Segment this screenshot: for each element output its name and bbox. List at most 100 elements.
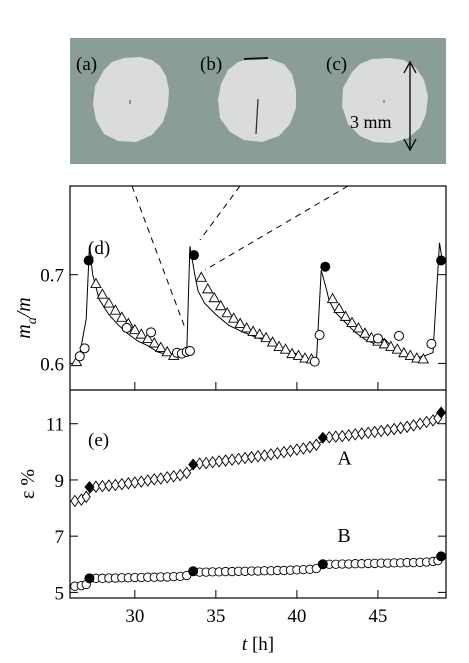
series-label: A	[337, 447, 352, 469]
filled-diamond-point	[317, 431, 328, 444]
diamond-point	[298, 442, 308, 455]
triangle-point	[227, 312, 240, 323]
ylabel-e: ε %	[17, 469, 39, 499]
open-circle-point	[394, 330, 404, 341]
open-circle-point	[314, 330, 325, 341]
triangle-point	[148, 337, 161, 348]
triangle-point	[154, 341, 167, 352]
triangle-point	[201, 282, 214, 294]
xtick-label: 45	[368, 606, 387, 627]
filled-circle-point-B	[188, 566, 199, 577]
triangle-point	[346, 316, 358, 328]
triangle-point	[253, 328, 266, 339]
diamond-point	[182, 466, 192, 480]
photo-strip: (a) (b) (c) 3 mm	[70, 38, 446, 164]
connector-line-b	[199, 185, 241, 241]
ytick-label-e: 9	[55, 471, 65, 492]
triangle-point	[286, 347, 298, 359]
plot-e: 5 7 9 11 30 35 40 45 A B	[46, 406, 447, 627]
diamond-point	[421, 415, 432, 429]
triangle-point	[103, 297, 115, 308]
triangle-point	[208, 291, 221, 303]
filled-diamond-point	[436, 406, 447, 419]
triangle-point	[260, 331, 272, 343]
diamond-point	[331, 430, 341, 443]
diamond-point	[305, 440, 315, 454]
triangle-point	[279, 343, 292, 354]
xtick-label: 35	[206, 606, 225, 627]
diamond-point	[195, 457, 205, 470]
filled-circle-point	[188, 250, 199, 261]
droplet-b-rim	[243, 57, 269, 60]
droplet-b	[218, 58, 296, 142]
ytick-label-e: 7	[55, 527, 65, 548]
filled-circle-point-B	[317, 559, 328, 570]
filled-circle-point	[320, 261, 331, 272]
series-label: B	[337, 525, 350, 547]
open-circle-point	[309, 356, 320, 367]
diamond-point	[324, 430, 334, 444]
ylabel-d-text: ma/m	[13, 297, 40, 338]
diamond-point	[97, 479, 107, 493]
connector-line-a	[131, 185, 186, 329]
xtick-label: 30	[125, 606, 144, 627]
panel-label-d: (d)	[88, 238, 110, 259]
open-circle-point	[372, 333, 383, 344]
plot-frame	[69, 185, 447, 599]
panel-label-b: (b)	[200, 54, 222, 75]
triangle-point	[292, 349, 305, 360]
droplet-a	[93, 57, 169, 142]
open-circle-point	[121, 322, 132, 333]
open-circle-point	[74, 351, 85, 362]
triangle-point	[109, 304, 122, 315]
diamond-point	[415, 417, 425, 430]
droplet-b-mark	[255, 98, 259, 135]
triangle-point	[339, 310, 352, 321]
triangle-point	[333, 302, 345, 313]
triangle-point	[385, 340, 397, 351]
ytick-label-e: 11	[46, 415, 64, 436]
triangle-point	[398, 346, 410, 358]
open-circle-point	[426, 338, 437, 349]
triangle-point	[247, 325, 259, 336]
triangle-point	[135, 328, 148, 339]
scale-bar-label: 3 mm	[350, 112, 392, 132]
filled-circle-point-B	[84, 573, 95, 584]
triangle-point	[221, 306, 233, 318]
triangle-point	[378, 337, 391, 349]
panel-label-c: (c)	[326, 54, 347, 75]
xlabel: t [h]	[242, 634, 274, 655]
filled-diamond-point	[84, 480, 95, 493]
diamond-point	[175, 468, 185, 482]
triangle-point	[359, 327, 371, 338]
triangle-point	[326, 292, 339, 304]
panel-label-a: (a)	[76, 54, 97, 75]
triangle-point	[161, 345, 174, 357]
triangle-point	[214, 299, 227, 311]
filled-circle-point	[83, 255, 94, 266]
ylabel-e-text: ε %	[17, 469, 39, 499]
panel-label-e: (e)	[88, 430, 109, 451]
triangle-point	[299, 352, 311, 363]
triangle-point	[96, 288, 109, 299]
triangle-point	[417, 353, 430, 364]
triangle-point	[116, 311, 128, 322]
ytick-label-e: 5	[55, 583, 65, 604]
diamond-point	[104, 479, 114, 492]
diamond-point	[402, 420, 412, 434]
connector-line-c	[204, 185, 349, 271]
triangle-point	[195, 271, 208, 282]
scale-bar-arrow-top	[403, 60, 417, 74]
xtick-label: 40	[287, 606, 306, 627]
ytick-label-d: 0.6	[40, 354, 64, 375]
triangle-point	[142, 332, 154, 344]
filled-diamond-point	[188, 458, 199, 471]
diamond-point	[91, 480, 101, 493]
diamond-point	[311, 438, 321, 452]
droplet-c	[342, 58, 428, 143]
scale-bar-arrow-bottom	[403, 138, 417, 152]
diamond-point	[409, 419, 419, 432]
triangle-point	[404, 349, 417, 360]
triangle-point	[411, 352, 423, 363]
open-circle-point	[146, 327, 157, 338]
